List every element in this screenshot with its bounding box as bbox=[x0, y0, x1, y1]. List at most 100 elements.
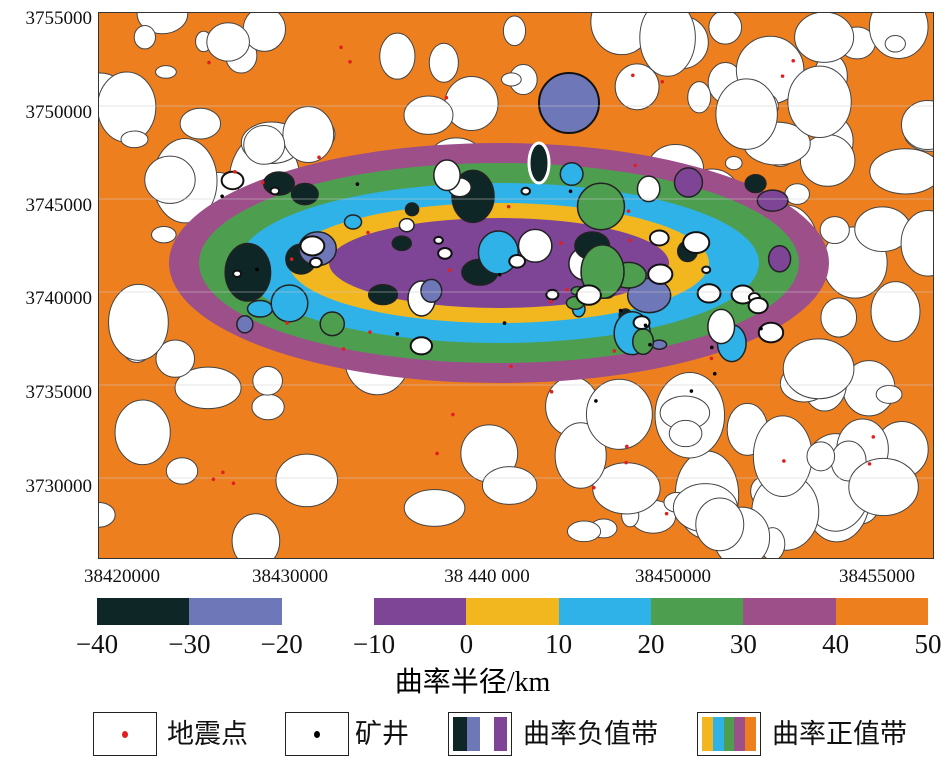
curvature-anomaly bbox=[343, 214, 363, 230]
white-blob bbox=[508, 253, 527, 269]
earthquake-point bbox=[549, 299, 553, 304]
y-tick: 3740000 bbox=[25, 288, 93, 309]
white-blob bbox=[632, 315, 651, 331]
colorbar-segment bbox=[466, 598, 559, 625]
white-blob bbox=[179, 107, 222, 140]
colorbar-segment bbox=[743, 598, 836, 625]
mine-point bbox=[759, 326, 763, 331]
x-tick: 38 440 000 bbox=[444, 566, 530, 587]
earthquake-point bbox=[780, 74, 785, 78]
white-blob bbox=[99, 501, 116, 528]
mine-point bbox=[618, 308, 623, 313]
colorbar-segment bbox=[189, 598, 282, 625]
earthquake-point bbox=[631, 73, 635, 78]
white-blob bbox=[269, 186, 281, 196]
white-blob bbox=[787, 65, 852, 138]
legend-positive-swatch bbox=[697, 712, 761, 756]
white-blob bbox=[752, 415, 813, 497]
white-blob bbox=[668, 419, 703, 448]
white-blob bbox=[708, 13, 743, 45]
curvature-anomaly bbox=[673, 167, 704, 198]
mine-point bbox=[689, 389, 694, 393]
white-blob bbox=[481, 466, 538, 505]
white-blob bbox=[820, 297, 858, 338]
earthquake-point bbox=[341, 347, 346, 351]
colorbar-segment bbox=[97, 598, 190, 625]
y-tick: 3735000 bbox=[25, 382, 93, 403]
mine-point bbox=[709, 345, 714, 350]
curvature-anomaly bbox=[224, 242, 272, 302]
earthquake-point bbox=[664, 511, 669, 516]
curvature-anomaly bbox=[636, 175, 661, 203]
white-blob bbox=[403, 95, 454, 135]
curvature-map bbox=[98, 12, 934, 559]
legend-mine-swatch bbox=[285, 712, 349, 756]
earthquake-point bbox=[559, 241, 563, 246]
colorbar-segment bbox=[281, 598, 374, 625]
white-blob bbox=[433, 235, 444, 245]
white-blob bbox=[696, 283, 722, 304]
curvature-anomaly bbox=[576, 182, 626, 231]
earthquake-point bbox=[211, 477, 216, 482]
x-tick: 38430000 bbox=[252, 566, 328, 587]
earthquake-point bbox=[260, 180, 265, 185]
earthquake-dot-icon bbox=[122, 730, 128, 738]
earthquake-point bbox=[231, 481, 236, 486]
earthquake-point bbox=[628, 238, 632, 243]
white-blob bbox=[747, 296, 769, 315]
white-blob bbox=[379, 32, 416, 80]
mine-point bbox=[395, 332, 400, 336]
mine-point bbox=[497, 272, 502, 277]
curvature-anomaly bbox=[538, 72, 600, 134]
white-blob bbox=[299, 235, 326, 257]
white-blob bbox=[282, 106, 335, 164]
curvature-anomaly bbox=[632, 327, 655, 356]
curvature-anomaly bbox=[246, 299, 274, 318]
white-blob bbox=[108, 283, 169, 361]
curvature-anomaly bbox=[767, 245, 792, 273]
white-blob bbox=[114, 399, 171, 466]
curvature-anomaly bbox=[517, 228, 553, 263]
white-blob bbox=[806, 441, 836, 472]
white-blob bbox=[520, 186, 531, 196]
legend-earthquake-swatch bbox=[93, 712, 157, 756]
earthquake-point bbox=[612, 349, 617, 353]
white-blob bbox=[900, 210, 933, 277]
legend-earthquake-label: 地震点 bbox=[167, 719, 248, 749]
white-blob bbox=[794, 13, 855, 63]
curvature-anomaly bbox=[477, 230, 519, 275]
colorbar-tick: 0 bbox=[459, 629, 474, 659]
earthquake-point bbox=[285, 321, 289, 325]
earthquake-point bbox=[339, 45, 343, 50]
colorbar-segment bbox=[373, 598, 467, 625]
earthquake-point bbox=[549, 389, 554, 394]
white-blob bbox=[120, 130, 149, 149]
negative-band-icon bbox=[453, 717, 507, 751]
white-blob bbox=[206, 22, 250, 62]
colorbar-segment bbox=[650, 598, 744, 625]
legend-negative-swatch bbox=[448, 712, 512, 756]
earthquake-point bbox=[506, 204, 511, 209]
white-blob bbox=[715, 78, 778, 150]
y-tick: 3750000 bbox=[25, 102, 93, 123]
earthquake-point bbox=[368, 330, 372, 334]
colorbar-tick: 40 bbox=[822, 629, 850, 659]
earthquake-point bbox=[709, 356, 714, 361]
white-blob bbox=[243, 124, 286, 165]
y-tick: 3745000 bbox=[25, 195, 93, 216]
white-blob bbox=[695, 497, 745, 552]
earthquake-point bbox=[625, 444, 629, 449]
white-blob bbox=[585, 378, 653, 450]
white-blob bbox=[444, 76, 499, 132]
colorbar-tick: −20 bbox=[260, 629, 303, 659]
earthquake-point bbox=[871, 435, 876, 439]
white-blob bbox=[870, 281, 921, 342]
white-blob bbox=[409, 336, 434, 356]
curvature-anomaly bbox=[367, 284, 399, 306]
white-blob bbox=[144, 155, 196, 204]
white-blob bbox=[502, 15, 527, 47]
white-blob bbox=[782, 338, 855, 400]
colorbar-tick: 50 bbox=[914, 629, 942, 659]
legend-mine-label: 矿井 bbox=[355, 719, 409, 749]
y-tick: 3755000 bbox=[25, 8, 93, 29]
